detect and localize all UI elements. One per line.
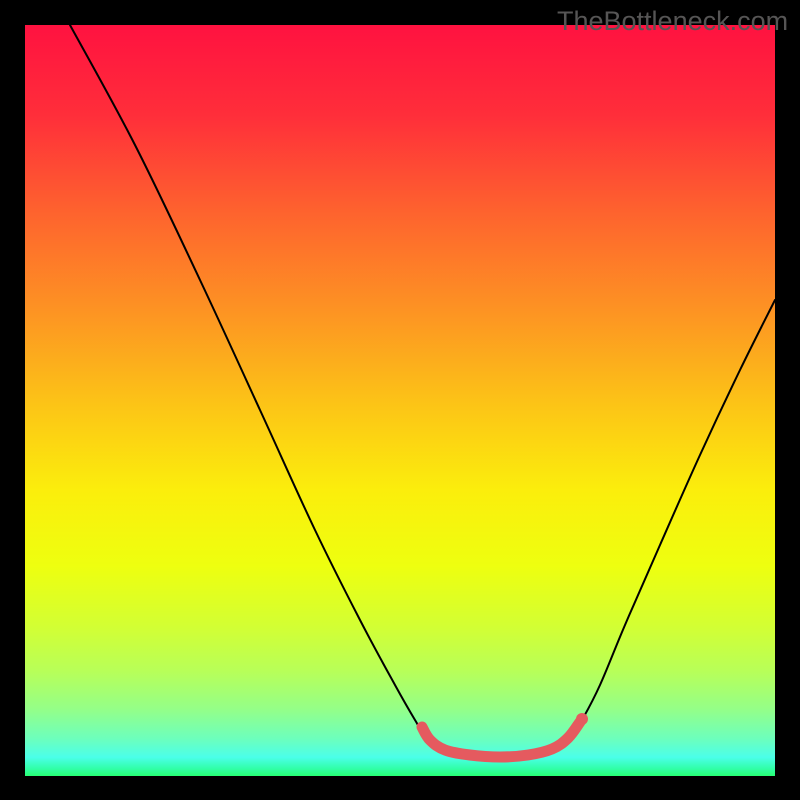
- curve-layer: [25, 25, 775, 776]
- watermark-text: TheBottleneck.com: [557, 6, 788, 37]
- valley-highlight: [422, 722, 580, 757]
- plot-area: [25, 25, 775, 776]
- bottleneck-curve: [70, 25, 775, 757]
- chart-container: TheBottleneck.com: [0, 0, 800, 800]
- valley-end-dot: [576, 713, 588, 725]
